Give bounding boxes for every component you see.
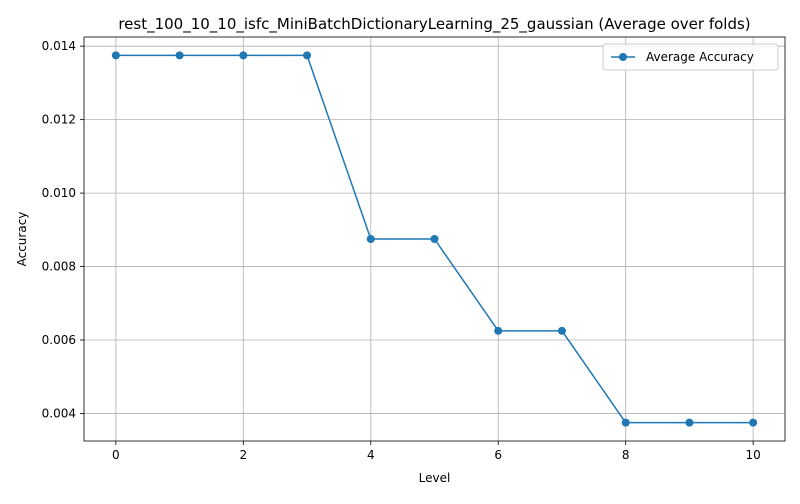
x-axis-label: Level (419, 471, 451, 485)
legend: Average Accuracy (602, 43, 779, 71)
plot-area-frame (83, 36, 786, 442)
data-point (749, 418, 758, 427)
data-point (366, 235, 375, 243)
x-tick-label: 8 (622, 448, 630, 462)
data-point (557, 326, 566, 335)
legend-marker-swatch (619, 53, 627, 61)
x-tick-label: 0 (112, 448, 120, 462)
data-point (621, 418, 630, 427)
grid-lines (84, 37, 785, 441)
y-tick-label: 0.006 (42, 333, 76, 347)
data-point (494, 326, 503, 335)
x-tick-label: 4 (367, 448, 375, 462)
series-layer (111, 51, 758, 427)
y-axis-ticks: 0.004 0.006 0.008 0.010 0.012 0.014 (42, 39, 84, 420)
x-tick-label: 6 (494, 448, 502, 462)
data-point (430, 235, 439, 243)
y-axis-label: Accuracy (15, 212, 29, 267)
y-tick-label: 0.008 (42, 260, 76, 274)
data-point (239, 51, 248, 60)
y-tick-label: 0.014 (42, 39, 76, 53)
y-tick-label: 0.012 (42, 113, 76, 127)
legend-label-average-accuracy: Average Accuracy (646, 50, 754, 64)
x-axis-ticks: 0 2 4 6 8 10 (112, 441, 761, 462)
x-tick-label: 2 (239, 448, 247, 462)
x-tick-label: 10 (745, 448, 760, 462)
y-tick-label: 0.010 (42, 186, 76, 200)
data-point (175, 51, 184, 60)
data-point (303, 51, 312, 60)
data-point (685, 418, 694, 427)
data-point (111, 51, 120, 60)
chart-title: rest_100_10_10_isfc_MiniBatchDictionaryL… (118, 15, 750, 34)
legend-box (602, 43, 779, 71)
y-tick-label: 0.004 (42, 406, 76, 420)
